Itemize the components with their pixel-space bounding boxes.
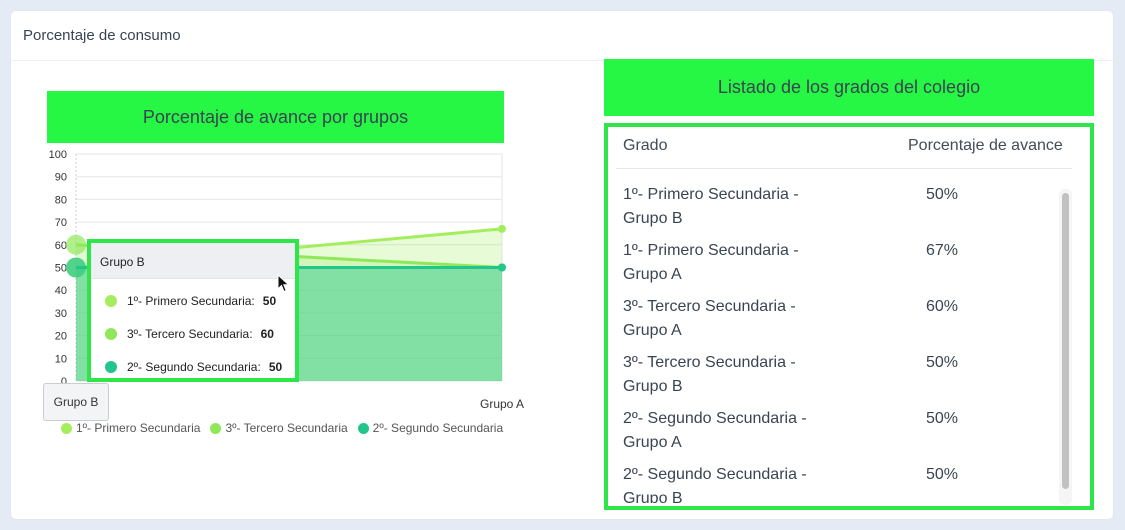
series-dot-icon bbox=[105, 328, 117, 340]
tooltip-row-value: 50 bbox=[268, 360, 283, 374]
grades-list: Grado Porcentaje de avance 1º- Primero S… bbox=[604, 123, 1094, 510]
tooltip-row-value: 50 bbox=[262, 294, 277, 308]
grade-percent: 50% bbox=[926, 354, 959, 371]
tooltip-row: 1º- Primero Secundaria: 50 bbox=[105, 294, 276, 308]
y-tick-label: 100 bbox=[49, 149, 67, 161]
tooltip-row-value: 60 bbox=[260, 327, 274, 341]
grade-percent: 50% bbox=[926, 410, 959, 427]
y-tick-label: 90 bbox=[55, 172, 67, 184]
legend-dot-icon bbox=[357, 422, 369, 434]
legend-item[interactable]: 3º- Tercero Secundaria bbox=[210, 421, 348, 435]
grade-name: 3º- Tercero Secundaria - Grupo A bbox=[623, 298, 796, 339]
list-item: 1º- Primero Secundaria - Grupo B 50% bbox=[623, 183, 1043, 239]
grade-name: 1º- Primero Secundaria - Grupo B bbox=[623, 186, 799, 227]
grade-percent: 50% bbox=[926, 466, 959, 483]
series-hover-point bbox=[66, 257, 86, 278]
column-header-grade: Grado bbox=[623, 137, 668, 154]
grade-name: 2º- Segundo Secundaria - Grupo A bbox=[623, 410, 807, 451]
chart-title-banner: Porcentaje de avance por grupos bbox=[47, 91, 504, 143]
tooltip-title: Grupo B bbox=[100, 255, 145, 269]
grade-name: 3º- Tercero Secundaria - Grupo B bbox=[623, 354, 796, 395]
tooltip-row: 3º- Tercero Secundaria: 60 bbox=[105, 327, 274, 341]
list-item: 2º- Segundo Secundaria - Grupo A 50% bbox=[623, 407, 1043, 463]
series-point bbox=[498, 224, 506, 233]
legend-label: 2º- Segundo Secundaria bbox=[372, 421, 504, 435]
grade-percent: 60% bbox=[926, 298, 959, 315]
list-item: 3º- Tercero Secundaria - Grupo B 50% bbox=[623, 351, 1043, 407]
y-tick-label: 70 bbox=[55, 217, 67, 229]
y-tick-label: 20 bbox=[55, 331, 67, 343]
legend-label: 3º- Tercero Secundaria bbox=[225, 421, 348, 435]
grade-name: 1º- Primero Secundaria - Grupo A bbox=[623, 242, 799, 283]
grade-name: 2º- Segundo Secundaria - Grupo B bbox=[623, 466, 807, 503]
series-hover-point bbox=[66, 234, 86, 255]
legend-dot-icon bbox=[61, 422, 72, 434]
y-tick-label: 30 bbox=[55, 308, 67, 320]
x-axis-tooltip: Grupo B bbox=[43, 383, 109, 421]
tooltip-row-label: 3º- Tercero Secundaria: bbox=[127, 327, 253, 341]
header-divider bbox=[616, 168, 1072, 169]
y-tick-label: 10 bbox=[55, 353, 67, 365]
list-item: 2º- Segundo Secundaria - Grupo B 50% bbox=[623, 463, 1043, 503]
tooltip-row-label: 1º- Primero Secundaria: bbox=[127, 294, 255, 308]
y-tick-label: 0 bbox=[61, 376, 67, 388]
grades-list-title: Listado de los grados del colegio bbox=[717, 77, 981, 97]
column-header-percent: Porcentaje de avance bbox=[908, 137, 1063, 154]
card-title: Porcentaje de consumo bbox=[23, 27, 181, 44]
y-tick-label: 40 bbox=[55, 285, 67, 297]
grade-percent: 50% bbox=[926, 186, 959, 203]
tooltip-row-label: 2º- Segundo Secundaria: bbox=[127, 360, 261, 374]
chart-title: Porcentaje de avance por grupos bbox=[142, 106, 409, 127]
legend-dot-icon bbox=[210, 422, 222, 434]
series-dot-icon bbox=[105, 361, 117, 373]
mouse-pointer-icon bbox=[277, 274, 290, 293]
x-axis-tooltip-label: Grupo B bbox=[53, 395, 99, 409]
legend-label: 1º- Primero Secundaria bbox=[76, 421, 201, 435]
y-tick-label: 50 bbox=[55, 263, 67, 275]
list-scrollbar[interactable] bbox=[1059, 189, 1072, 505]
list-item: 3º- Tercero Secundaria - Grupo A 60% bbox=[623, 295, 1043, 351]
legend-item[interactable]: 1º- Primero Secundaria bbox=[61, 421, 200, 435]
y-tick-label: 60 bbox=[55, 240, 67, 252]
y-tick-label: 80 bbox=[55, 194, 67, 206]
tooltip-header: Grupo B bbox=[91, 243, 295, 279]
series-dot-icon bbox=[105, 295, 117, 307]
consumption-card: Porcentaje de consumo Porcentaje de avan… bbox=[10, 10, 1114, 520]
legend-item[interactable]: 2º- Segundo Secundaria bbox=[357, 421, 504, 435]
x-tick-label: Grupo A bbox=[480, 397, 524, 411]
grade-percent: 67% bbox=[926, 242, 959, 259]
scrollbar-thumb[interactable] bbox=[1062, 193, 1069, 489]
chart-tooltip: Grupo B 1º- Primero Secundaria: 50 3º- T… bbox=[87, 239, 299, 382]
card-header: Porcentaje de consumo bbox=[11, 11, 1113, 61]
grades-list-banner: Listado de los grados del colegio bbox=[604, 59, 1094, 116]
tooltip-row: 2º- Segundo Secundaria: 50 bbox=[105, 360, 282, 374]
series-point bbox=[498, 263, 506, 272]
chart-legend: 1º- Primero Secundaria 3º- Tercero Secun… bbox=[61, 421, 513, 435]
list-item: 1º- Primero Secundaria - Grupo A 67% bbox=[623, 239, 1043, 295]
grades-rows[interactable]: 1º- Primero Secundaria - Grupo B 50% 1º-… bbox=[608, 183, 1048, 503]
